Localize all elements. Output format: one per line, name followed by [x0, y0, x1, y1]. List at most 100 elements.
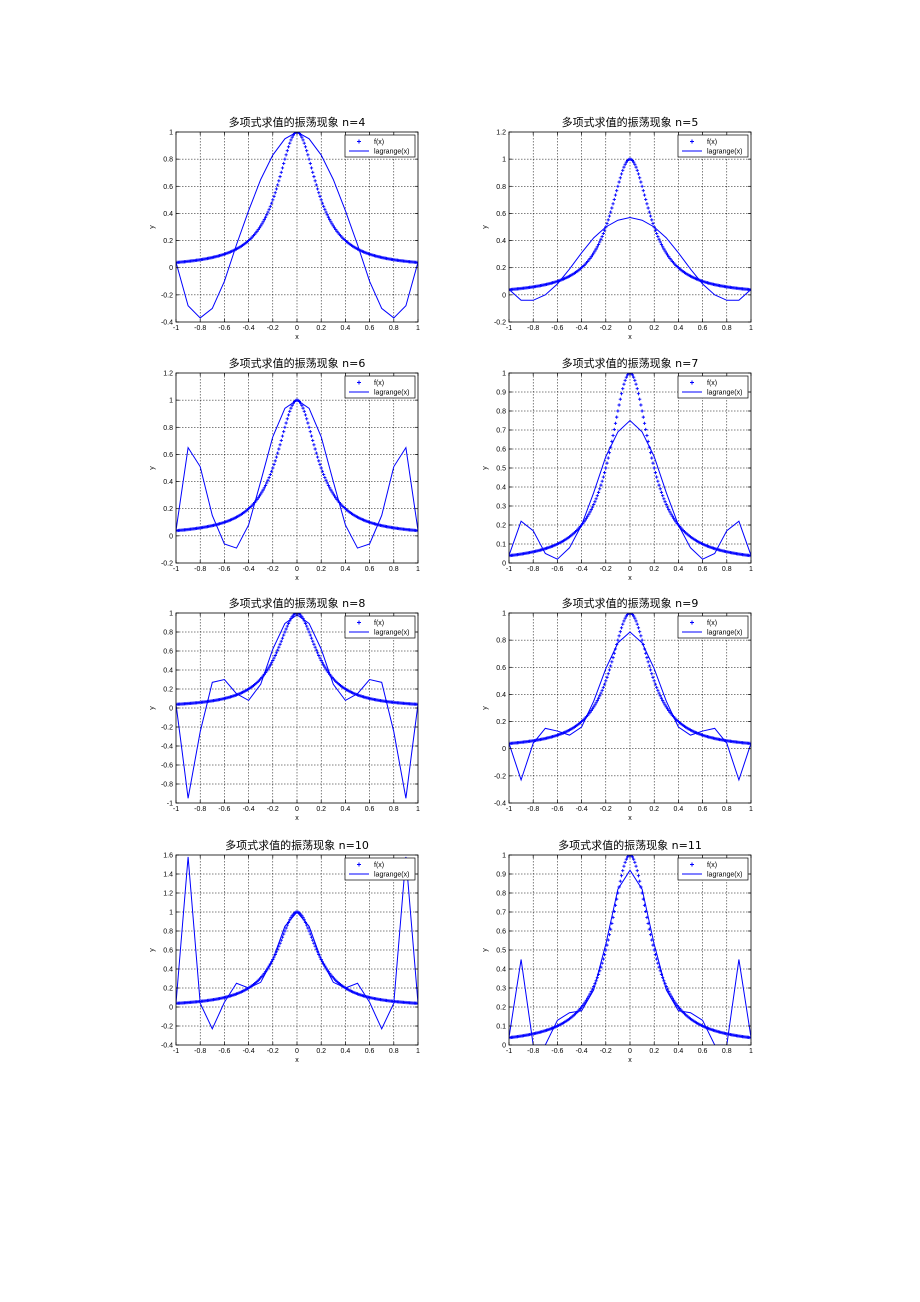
y-tick-label: 0.2: [163, 238, 173, 245]
fx-point: [273, 459, 277, 463]
fx-point: [607, 451, 612, 455]
fx-point: [663, 249, 667, 253]
fx-point: [314, 183, 318, 187]
fx-point: [320, 201, 325, 205]
grid: [176, 855, 418, 1045]
tick-marks: [175, 131, 419, 323]
x-tick-label: -0.4: [576, 325, 588, 332]
fx-point: [659, 696, 664, 700]
legend-label-fx: f(x): [707, 620, 717, 627]
y-tick-label: 0: [502, 292, 506, 299]
x-axis-label: x: [295, 575, 299, 582]
fx-point: [621, 387, 625, 391]
chart-title: 多项式求值的振荡现象 n=4: [229, 115, 366, 129]
fx-point: [667, 255, 671, 259]
fx-point: [278, 443, 282, 447]
chart-title: 多项式求值的振荡现象 n=5: [562, 115, 699, 129]
fx-point: [290, 135, 294, 139]
fx-point: [632, 857, 636, 861]
fx-point: [286, 145, 291, 149]
fx-point: [282, 430, 286, 434]
fx-point: [260, 490, 264, 494]
fx-point: [652, 466, 656, 470]
fx-point: [257, 494, 262, 498]
tick-marks: [508, 854, 752, 1046]
fx-point: [617, 403, 621, 407]
fx-point: [609, 210, 613, 214]
fx-point: [624, 857, 628, 861]
plot-area: [509, 613, 751, 803]
x-tick-label: 0.2: [649, 325, 659, 332]
x-tick-label: 0: [295, 806, 299, 813]
fx-point: [633, 378, 637, 382]
fx-point: [288, 409, 292, 413]
fx-point: [267, 475, 271, 480]
fx-point: [584, 516, 589, 520]
x-tick-label: -0.6: [551, 1048, 563, 1055]
tick-marks: [508, 372, 752, 564]
fx-point: [322, 204, 326, 208]
fx-point: [640, 638, 644, 642]
fx-point: [606, 672, 610, 676]
fx-point: [271, 466, 275, 470]
fx-point: [263, 483, 268, 488]
fx-point: [619, 172, 624, 176]
fx-point: [324, 667, 328, 671]
fx-point: [315, 455, 320, 459]
y-tick-label: 0.2: [496, 1005, 506, 1012]
x-tick-label: 1: [416, 1048, 420, 1055]
fx-point: [598, 240, 602, 244]
fx-point: [638, 176, 642, 180]
fx-point: [636, 392, 641, 396]
y-tick-label: 0.6: [163, 184, 173, 191]
fx-point: [315, 187, 320, 191]
x-tick-label: 0.8: [722, 1048, 732, 1055]
fx-point: [289, 138, 293, 142]
y-tick-label: 0.6: [163, 452, 173, 459]
fx-point: [599, 483, 603, 487]
fx-point: [658, 487, 662, 491]
fx-point: [278, 642, 282, 646]
legend: f(x) lagrange(x): [677, 857, 749, 881]
fx-point: [280, 434, 285, 438]
y-tick-label: 0.4: [163, 211, 173, 218]
grid: [176, 132, 418, 322]
fx-point: [279, 438, 283, 443]
fx-point: [619, 392, 624, 396]
fx-point: [622, 619, 626, 623]
y-axis-label: y: [149, 225, 156, 229]
fx-point: [587, 512, 591, 516]
fx-point: [259, 224, 263, 228]
fx-point: [282, 161, 286, 166]
x-tick-label: -0.8: [527, 806, 539, 813]
fx-point: [329, 220, 333, 224]
fx-point: [595, 699, 599, 703]
fx-point: [609, 664, 613, 668]
x-tick-label: 0.4: [674, 566, 684, 573]
y-tick-label: 0.9: [496, 390, 506, 397]
fx-point: [636, 874, 641, 878]
fx-point: [658, 240, 662, 244]
fx-point: [289, 406, 293, 410]
fx-point: [600, 688, 604, 692]
fx-point: [267, 665, 271, 669]
subplot-n9: -1 -0.8 -0.6 -0.4 -0.2 0 0.2 0.4 0.6 0.8 1 -0.4 -0.2…: [482, 596, 753, 822]
fx-point: [606, 218, 610, 222]
fx-point: [613, 421, 618, 425]
subplot-n8: -1 -0.8 -0.6 -0.4 -0.2 0 0.2 0.4 0.6 0.8 1 -1 -0.8 -0…: [149, 596, 420, 822]
y-tick-label: 0.8: [163, 425, 173, 432]
fx-point: [320, 661, 325, 665]
fx-point: [630, 158, 635, 163]
fx-point: [653, 682, 658, 686]
fx-point: [283, 630, 287, 634]
y-tick-label: -0.4: [161, 320, 173, 327]
fx-point: [644, 197, 648, 202]
x-axis-label: x: [628, 815, 632, 822]
fx-point: [309, 636, 314, 640]
y-tick-label: -0.8: [161, 782, 173, 789]
x-tick-label: 0: [295, 566, 299, 573]
fx-point: [600, 479, 604, 483]
y-tick-label: 1: [169, 398, 173, 405]
y-tick-label: -0.2: [494, 320, 506, 327]
x-tick-label: 0.6: [698, 1048, 708, 1055]
